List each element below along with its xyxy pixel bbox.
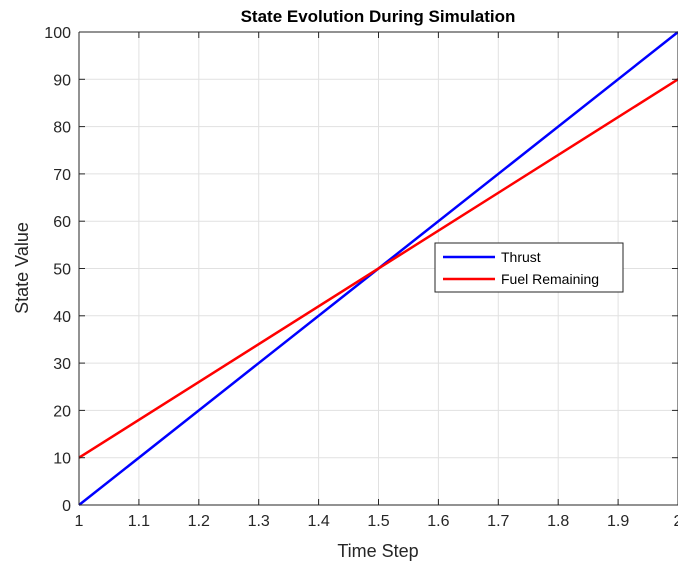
x-tick-label: 1.7: [487, 513, 509, 530]
series-lines: [78, 31, 678, 506]
x-tick-label: 1.6: [427, 513, 449, 530]
x-tick-label: 1.4: [307, 513, 329, 530]
x-tick-label: 1: [75, 513, 84, 530]
ticks: [78, 31, 678, 506]
y-tick-label: 10: [53, 451, 71, 468]
legend: Thrust Fuel Remaining: [434, 242, 624, 293]
chart-title: State Evolution During Simulation: [241, 7, 516, 26]
x-tick-label: 1.5: [367, 513, 389, 530]
x-tick-label: 2: [674, 513, 678, 530]
y-tick-label: 100: [44, 25, 71, 42]
y-tick-label: 0: [62, 498, 71, 515]
legend-label-thrust: Thrust: [501, 249, 541, 265]
y-tick-label: 40: [53, 309, 71, 326]
x-tick-label: 1.1: [128, 513, 150, 530]
x-tick-label: 1.8: [547, 513, 569, 530]
legend-box: [434, 242, 624, 293]
legend-label-fuel-remaining: Fuel Remaining: [501, 271, 599, 287]
x-tick-labels: 1 1.1 1.2 1.3 1.4 1.5 1.6 1.7 1.8 1.9 2: [75, 513, 678, 530]
y-tick-label: 50: [53, 262, 71, 279]
x-tick-label: 1.2: [188, 513, 210, 530]
x-tick-label: 1.9: [607, 513, 629, 530]
y-axis-label: State Value: [12, 222, 32, 314]
y-tick-label: 70: [53, 167, 71, 184]
x-axis-label: Time Step: [337, 541, 418, 561]
y-tick-label: 30: [53, 356, 71, 373]
x-tick-label: 1.3: [248, 513, 270, 530]
y-tick-labels: 0 10 20 30 40 50 60 70 80 90 100: [44, 25, 71, 515]
y-tick-label: 80: [53, 120, 71, 137]
y-tick-label: 20: [53, 403, 71, 420]
series-line-fuel-remaining: [78, 78, 678, 459]
y-tick-label: 60: [53, 214, 71, 231]
y-tick-label: 90: [53, 72, 71, 89]
